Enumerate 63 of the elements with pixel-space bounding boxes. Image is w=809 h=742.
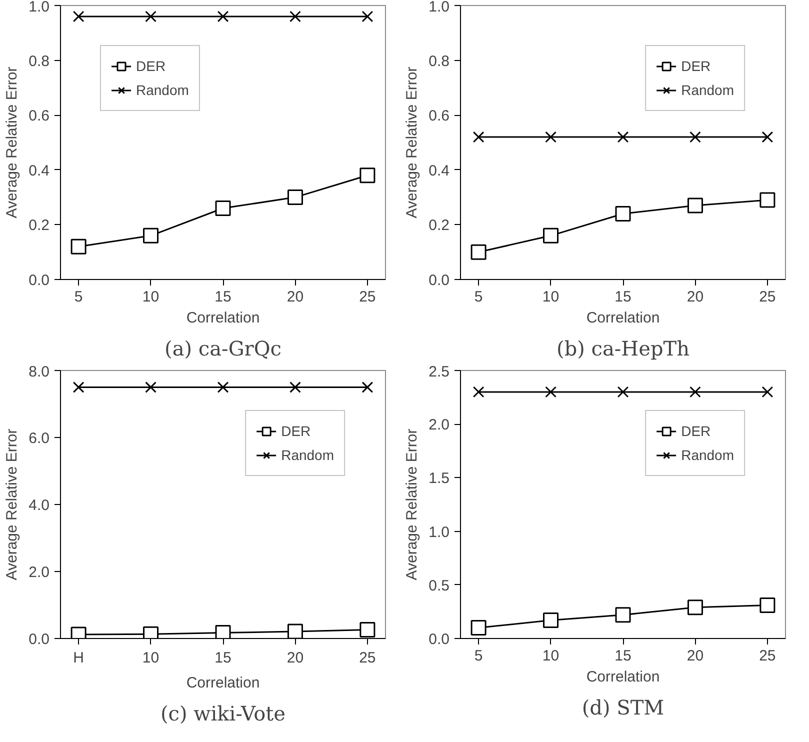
y-axis-title: Average Relative Error <box>4 428 21 580</box>
x-tick-label: 10 <box>542 648 560 664</box>
x-axis-title: Correlation <box>586 310 660 326</box>
legend-label: Random <box>681 82 734 98</box>
x-tick-label: 20 <box>686 648 704 664</box>
y-tick-label: 0.8 <box>28 52 50 70</box>
y-tick-label: 8.0 <box>28 364 50 380</box>
y-tick-label: 2.0 <box>28 564 50 581</box>
y-tick-label: 1.0 <box>428 0 450 16</box>
text: (c) wiki-Vote <box>160 702 286 726</box>
x-tick-label: 15 <box>214 650 232 666</box>
legend-label: DER <box>681 58 711 74</box>
x-tick-label: 25 <box>359 288 376 306</box>
y-axis-title: Average Relative Error <box>404 66 421 218</box>
x-tick-label: H <box>73 650 84 666</box>
x-tick-label: 5 <box>474 648 483 664</box>
x-axis-title: Correlation <box>186 674 260 692</box>
legend-label: DER <box>681 423 711 439</box>
y-tick-label: 6.0 <box>28 430 50 447</box>
legend-label: DER <box>281 423 311 439</box>
x-tick-label: 15 <box>614 288 632 306</box>
x-tick-label: 10 <box>142 288 160 306</box>
text: (a) ca-GrQc <box>164 336 282 360</box>
y-tick-label: 0.5 <box>428 577 450 594</box>
y-tick-label: 0.8 <box>428 52 450 70</box>
y-tick-label: 1.0 <box>428 524 450 541</box>
x-tick-label: 15 <box>614 648 632 664</box>
legend-label: DER <box>136 58 166 74</box>
x-tick-label: 5 <box>474 288 483 306</box>
y-tick-label: 0.2 <box>28 217 50 234</box>
x-tick-label: 25 <box>759 648 776 664</box>
legend-label: Random <box>681 447 734 463</box>
y-tick-label: 0.0 <box>28 272 50 289</box>
x-axis-title: Correlation <box>186 310 260 326</box>
y-tick-label: 2.0 <box>428 416 450 434</box>
legend-label: Random <box>281 447 334 463</box>
y-tick-label: 0.0 <box>428 631 450 648</box>
x-tick-label: 20 <box>286 650 304 666</box>
legend-label: Random <box>136 82 189 98</box>
y-tick-label: 0.2 <box>428 217 450 234</box>
x-tick-label: 20 <box>286 288 304 306</box>
y-tick-label: 1.0 <box>28 0 50 16</box>
y-tick-label: 1.5 <box>428 470 450 488</box>
y-tick-label: 0.4 <box>28 162 50 180</box>
y-tick-label: 0.4 <box>428 162 450 180</box>
y-tick-label: 0.6 <box>428 108 450 125</box>
text: (b) ca-HepTh <box>556 336 690 360</box>
x-tick-label: 10 <box>542 288 560 306</box>
y-axis-title: Average Relative Error <box>4 66 21 218</box>
y-tick-label: 0.0 <box>428 272 450 289</box>
x-axis-title: Correlation <box>586 668 660 686</box>
text: (d) STM <box>582 696 664 720</box>
x-tick-label: 5 <box>74 288 83 306</box>
y-tick-label: 4.0 <box>28 497 50 514</box>
y-tick-label: 0.0 <box>28 631 50 648</box>
x-tick-label: 10 <box>142 650 160 666</box>
y-tick-label: 0.6 <box>28 108 50 125</box>
x-tick-label: 25 <box>359 650 376 666</box>
x-tick-label: 25 <box>759 288 776 306</box>
x-tick-label: 20 <box>686 288 704 306</box>
x-tick-label: 15 <box>214 288 232 306</box>
y-tick-label: 2.5 <box>428 364 450 380</box>
y-axis-title: Average Relative Error <box>404 428 421 580</box>
